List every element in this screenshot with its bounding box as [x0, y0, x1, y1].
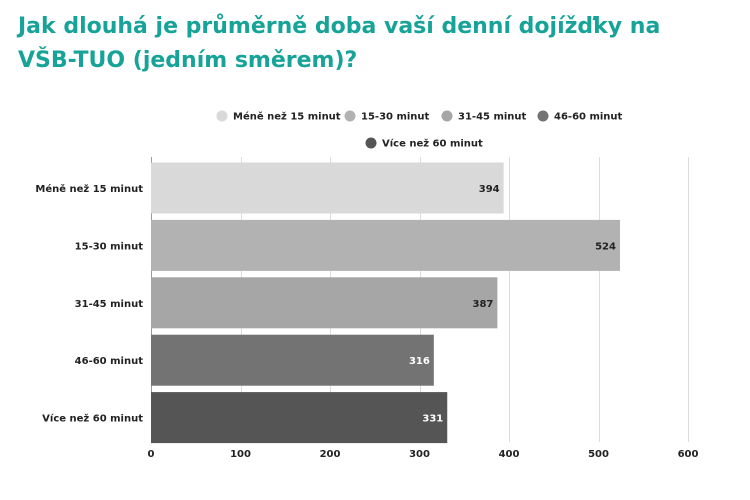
- legend-item: 46-60 minut: [537, 110, 623, 123]
- category-label: Více než 60 minut: [42, 413, 143, 425]
- bar: [151, 334, 434, 386]
- x-tick-label: 200: [320, 449, 341, 460]
- bar: [151, 392, 448, 444]
- legend-swatch: [441, 110, 453, 122]
- bars: 394 524 387 316 331: [151, 162, 620, 444]
- bar: [151, 162, 504, 214]
- legend-swatch: [344, 110, 356, 122]
- x-tick-label: 600: [678, 449, 699, 460]
- category-label: Méně než 15 minut: [35, 183, 143, 195]
- legend-swatch: [365, 137, 377, 149]
- bar-value-label: 331: [422, 414, 443, 425]
- legend-item: Více než 60 minut: [365, 137, 483, 150]
- legend-label: 46-60 minut: [554, 112, 623, 123]
- legend-label: Více než 60 minut: [382, 138, 483, 150]
- category-label: 46-60 minut: [75, 356, 144, 367]
- bar: [151, 277, 498, 329]
- legend-item: 31-45 minut: [441, 110, 527, 123]
- bar-value-label: 394: [479, 184, 500, 195]
- x-tick-label: 400: [499, 449, 520, 460]
- x-tick-label: 500: [588, 449, 609, 460]
- category-label: 15-30 minut: [75, 241, 144, 252]
- legend-swatch: [216, 110, 228, 122]
- legend-label: 15-30 minut: [361, 112, 430, 123]
- legend-item: 15-30 minut: [344, 110, 430, 123]
- bar-value-label: 316: [409, 356, 430, 367]
- category-label: 31-45 minut: [75, 299, 144, 310]
- category-labels: Méně než 15 minut 15-30 minut 31-45 minut 4…: [35, 183, 143, 425]
- x-tick-label: 0: [148, 449, 155, 460]
- legend-label: 31-45 minut: [458, 112, 527, 123]
- legend-item: Méně než 15 minut: [216, 110, 341, 123]
- legend-label: Méně než 15 minut: [233, 111, 341, 123]
- x-tick-label: 100: [230, 449, 251, 460]
- legend-swatch: [537, 110, 549, 122]
- bar-value-label: 387: [472, 299, 493, 310]
- chart-title: Jak dlouhá je průměrně doba vaší denní d…: [18, 14, 661, 73]
- x-axis-ticks: 0 100 200 300 400 500 600: [148, 449, 699, 460]
- bar-value-label: 524: [595, 241, 616, 252]
- x-tick-label: 300: [409, 449, 430, 460]
- legend: Méně než 15 minut 15-30 minut 31-45 minut 4…: [216, 110, 623, 150]
- bar: [151, 219, 620, 271]
